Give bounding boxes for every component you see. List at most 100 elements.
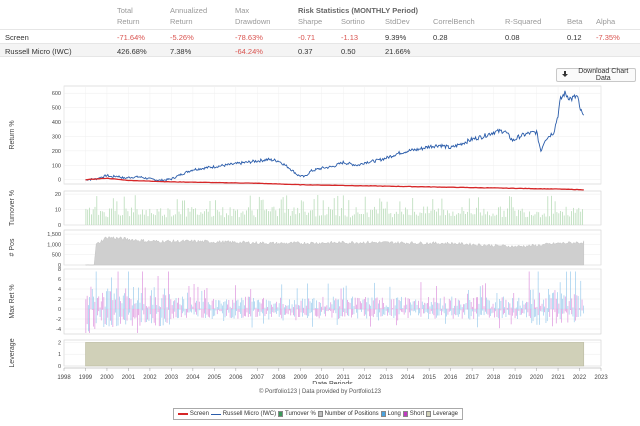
turnover-bar xyxy=(443,209,445,225)
max-ret-bar xyxy=(284,309,285,315)
turnover-bar xyxy=(405,207,406,225)
legend-item-russell[interactable]: Russell Micro (IWC) xyxy=(210,411,276,417)
max-ret-bar xyxy=(242,309,244,318)
turnover-bar xyxy=(501,217,503,225)
header-annualized: Annualized xyxy=(170,6,208,15)
max-ret-bar xyxy=(443,309,445,314)
legend-item-turnover[interactable]: Turnover % xyxy=(278,411,316,417)
max-ret-bar xyxy=(427,309,428,313)
turnover-bar xyxy=(315,216,317,225)
header-total: Total xyxy=(117,6,133,15)
max-ret-bar xyxy=(170,309,172,320)
max-ret-bar xyxy=(210,309,212,311)
turnover-bar xyxy=(85,208,87,225)
max-ret-bar xyxy=(561,309,562,323)
max-ret-bar xyxy=(442,309,444,312)
turnover-bar xyxy=(308,212,309,225)
turnover-bar xyxy=(450,215,452,225)
header-ann-return: Return xyxy=(170,17,193,26)
max-ret-bar xyxy=(370,305,371,309)
max-ret-bar xyxy=(445,303,446,309)
max-ret-bar xyxy=(544,309,545,313)
y-tick-label: 1 xyxy=(58,352,61,358)
max-ret-bar xyxy=(550,298,552,309)
max-ret-bar xyxy=(537,309,539,316)
max-ret-bar xyxy=(352,296,353,309)
max-ret-bar xyxy=(211,309,213,319)
turnover-bar xyxy=(421,213,423,225)
y-tick-label: -4 xyxy=(56,327,61,333)
legend-item-screen[interactable]: Screen xyxy=(177,411,209,417)
max-ret-bar xyxy=(343,287,344,309)
turnover-bar xyxy=(224,217,225,225)
turnover-bar xyxy=(523,212,525,225)
legend-item-leverage[interactable]: Leverage xyxy=(425,411,458,417)
max-ret-bar xyxy=(218,300,219,309)
max-ret-bar xyxy=(369,304,370,309)
max-ret-bar xyxy=(349,302,351,309)
max-ret-bar xyxy=(180,309,182,318)
max-ret-bar xyxy=(293,307,294,309)
max-ret-bar xyxy=(414,301,415,309)
turnover-bar xyxy=(92,209,94,225)
legend-item-long[interactable]: Long xyxy=(380,411,401,417)
max-ret-bar xyxy=(416,305,418,309)
turnover-bar xyxy=(408,214,410,225)
max-ret-bar xyxy=(508,302,509,309)
max-ret-bar xyxy=(536,306,538,309)
max-ret-bar xyxy=(330,309,332,312)
max-ret-bar xyxy=(113,293,115,309)
max-ret-bar xyxy=(191,304,192,309)
max-ret-bar xyxy=(420,282,422,309)
max-ret-bar xyxy=(94,309,96,329)
turnover-bar xyxy=(96,196,98,225)
max-ret-bar xyxy=(534,299,535,309)
turnover-bar xyxy=(456,214,457,225)
y-tick-label: 1,500 xyxy=(47,232,61,238)
max-ret-bar xyxy=(182,296,183,309)
max-ret-bar xyxy=(119,309,120,317)
max-ret-bar xyxy=(554,290,556,309)
max-ret-bar xyxy=(308,298,310,309)
turnover-bar xyxy=(162,215,163,225)
turnover-bar xyxy=(204,211,205,225)
legend-swatch-long xyxy=(380,411,386,417)
max-ret-bar xyxy=(487,309,489,315)
turnover-bar xyxy=(165,217,167,225)
x-tick-label: 2015 xyxy=(422,375,436,381)
max-ret-bar xyxy=(570,309,571,310)
max-ret-bar xyxy=(171,305,173,309)
stddev: 9.39% xyxy=(385,33,407,42)
max-ret-bar xyxy=(276,309,277,314)
legend-label-long: Long xyxy=(387,411,401,417)
max-ret-bar xyxy=(93,309,94,327)
x-tick-label: 2017 xyxy=(465,375,479,381)
max-ret-bar xyxy=(201,309,203,318)
turnover-bar xyxy=(410,215,412,225)
max-ret-bar xyxy=(394,309,396,316)
max-ret-bar xyxy=(345,309,347,314)
max-ret-bar xyxy=(365,309,366,315)
max-ret-bar xyxy=(227,304,228,309)
max-ret-bar xyxy=(202,301,204,309)
max-ret-bar xyxy=(376,297,378,309)
download-chart-data-button[interactable]: Download Chart Data xyxy=(556,68,636,82)
turnover-bar xyxy=(478,197,479,225)
turnover-bar xyxy=(543,213,545,225)
turnover-bar xyxy=(368,217,370,225)
max-ret-bar xyxy=(528,271,530,309)
legend-item-short[interactable]: Short xyxy=(402,411,424,417)
legend-item-positions[interactable]: Number of Positions xyxy=(317,411,379,417)
turnover-bar xyxy=(578,207,580,225)
y-tick-label: 500 xyxy=(52,253,61,259)
max-ret-bar xyxy=(100,301,102,309)
max-ret-bar xyxy=(242,300,244,309)
turnover-bar xyxy=(552,213,554,225)
turnover-bar xyxy=(457,213,459,225)
turnover-bar xyxy=(549,216,550,225)
turnover-bar xyxy=(551,195,552,225)
max-ret-bar xyxy=(165,295,167,309)
max-ret-bar xyxy=(455,298,457,309)
max-ret-bar xyxy=(375,298,377,309)
turnover-bar xyxy=(171,216,173,225)
